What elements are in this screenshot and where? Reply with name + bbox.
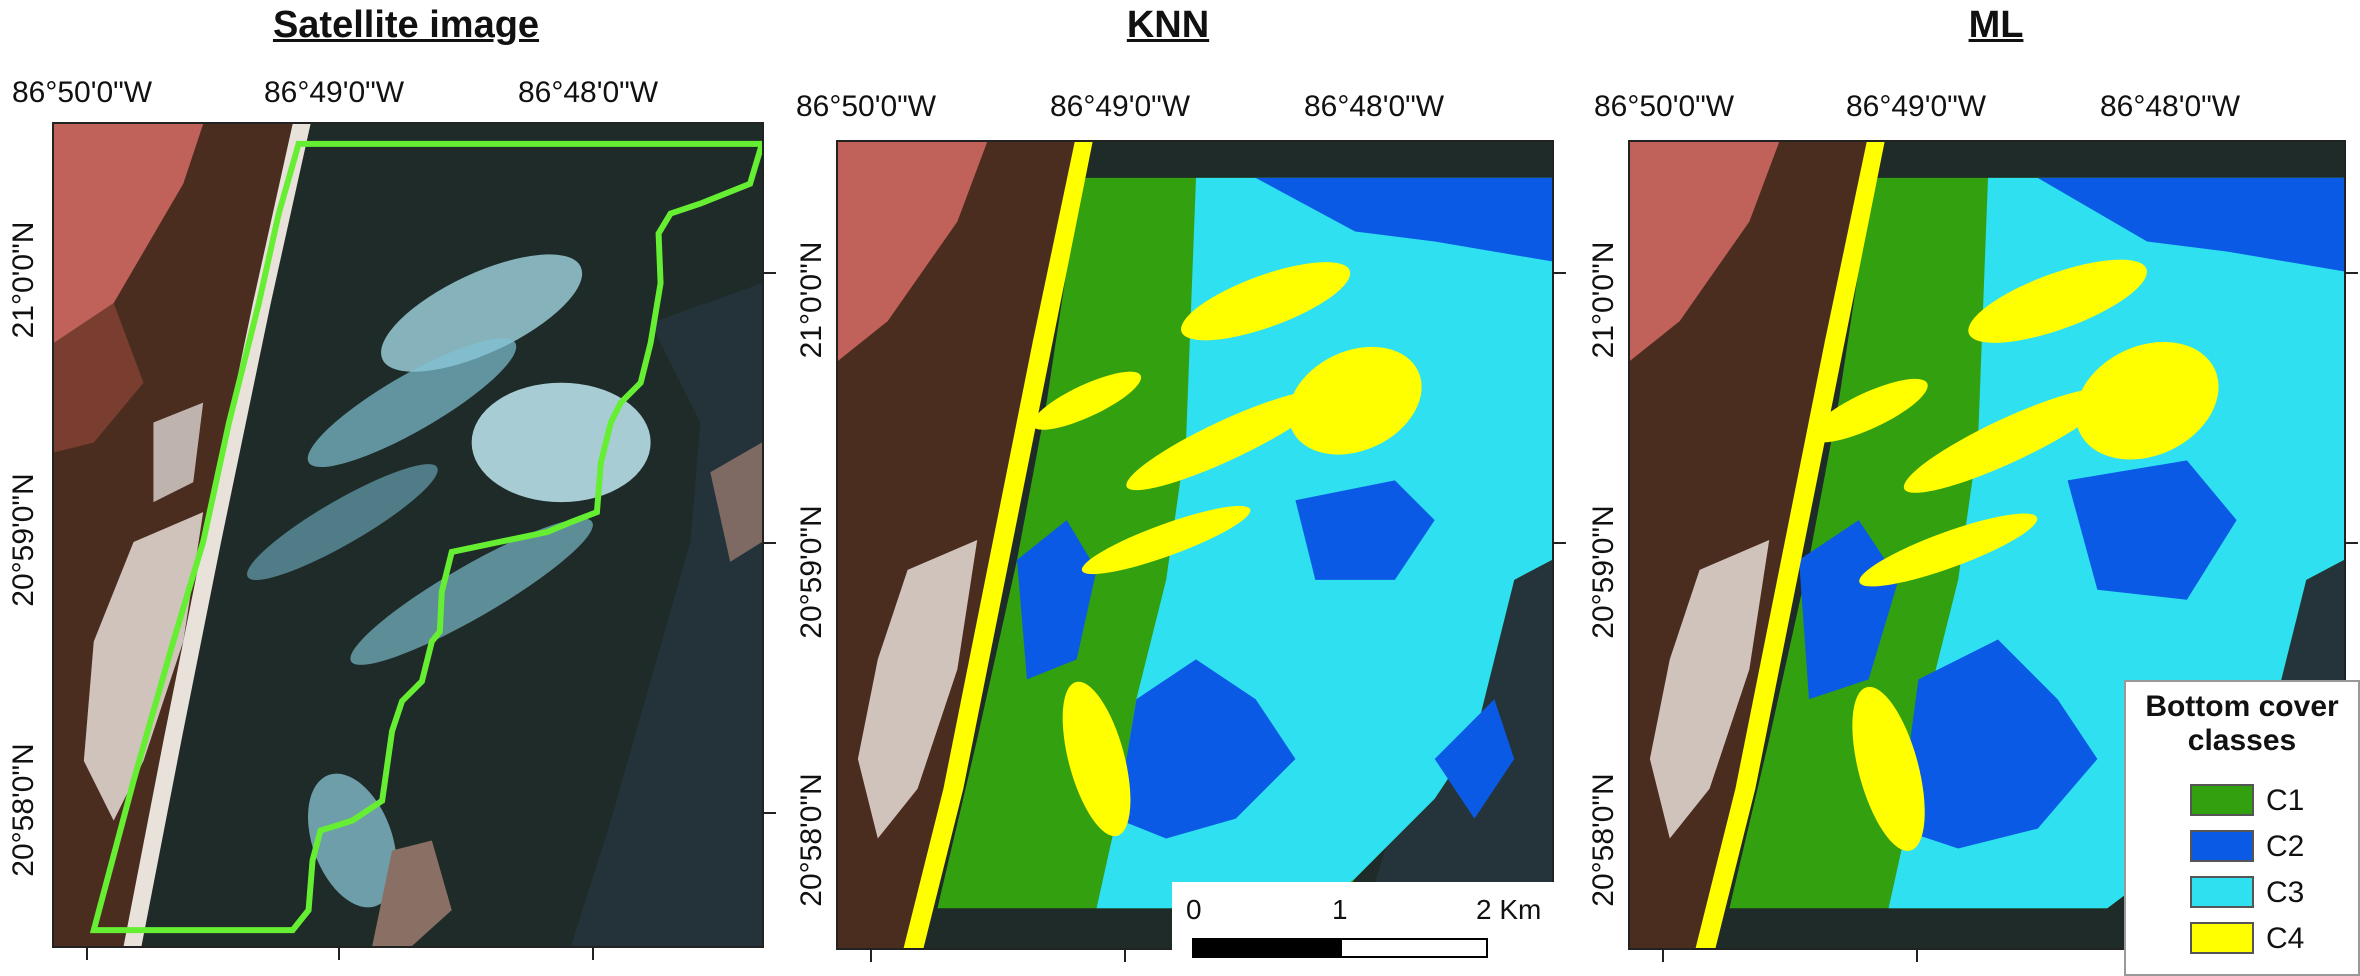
knn-classification <box>838 142 1552 948</box>
tick-mark <box>764 272 776 274</box>
scale-segment-black <box>1192 938 1340 958</box>
tick-mark <box>592 948 594 960</box>
lon-label: 86°48'0"W <box>518 76 659 109</box>
tick-mark <box>86 948 88 960</box>
scale-label-0: 0 <box>1186 894 1202 925</box>
knn-map <box>836 140 1554 950</box>
scale-segment-white <box>1340 938 1488 958</box>
scale-bar: 0 1 2 Km <box>1172 882 1556 976</box>
legend-item-c3: C3 <box>2190 874 2360 914</box>
lat-label: 21°0'0"N <box>795 241 828 359</box>
lat-label: 21°0'0"N <box>7 221 40 339</box>
lon-label: 86°50'0"W <box>796 90 937 123</box>
tick-mark <box>2346 272 2358 274</box>
legend-label: C3 <box>2266 876 2305 909</box>
tick-mark <box>1554 542 1566 544</box>
tick-mark <box>764 542 776 544</box>
tick-mark <box>1124 950 1126 962</box>
tick-mark <box>338 948 340 960</box>
lon-label: 86°49'0"W <box>264 76 405 109</box>
tick-mark <box>870 950 872 962</box>
tick-mark <box>764 812 776 814</box>
legend: Bottom cover classes C1 C2 C3 C4 <box>2124 680 2360 976</box>
legend-item-c4: C4 <box>2190 920 2360 960</box>
lat-label: 20°58'0"N <box>1587 773 1620 907</box>
panel-title-ml: ML <box>1968 4 2024 46</box>
panel-title-satellite: Satellite image <box>272 4 540 46</box>
lon-label: 86°48'0"W <box>2100 90 2241 123</box>
lat-label: 20°59'0"N <box>1587 505 1620 639</box>
lon-label: 86°50'0"W <box>1594 90 1735 123</box>
legend-label: C2 <box>2266 830 2305 863</box>
lon-label: 86°49'0"W <box>1050 90 1191 123</box>
legend-swatch <box>2190 922 2254 954</box>
scale-label-1: 1 <box>1332 894 1348 925</box>
lat-label: 21°0'0"N <box>1587 241 1620 359</box>
lat-label: 20°59'0"N <box>795 505 828 639</box>
legend-swatch <box>2190 830 2254 862</box>
legend-label: C4 <box>2266 922 2305 955</box>
scale-label-2: 2 Km <box>1476 894 1542 925</box>
lat-label: 20°58'0"N <box>795 773 828 907</box>
legend-item-c1: C1 <box>2190 782 2360 822</box>
tick-mark <box>1662 950 1664 962</box>
lon-label: 86°49'0"W <box>1846 90 1987 123</box>
legend-swatch <box>2190 784 2254 816</box>
legend-item-c2: C2 <box>2190 828 2360 868</box>
tick-mark <box>1554 272 1566 274</box>
tick-mark <box>1916 950 1918 962</box>
panel-title-knn: KNN <box>1126 4 1210 46</box>
legend-title: Bottom cover classes <box>2126 690 2358 758</box>
legend-label: C1 <box>2266 784 2305 817</box>
lat-label: 20°58'0"N <box>7 743 40 877</box>
tick-mark <box>2346 542 2358 544</box>
satellite-imagery <box>54 124 762 946</box>
legend-title-line2: classes <box>2187 724 2297 757</box>
study-area-outline <box>89 140 762 934</box>
lon-label: 86°50'0"W <box>12 76 153 109</box>
satellite-map <box>52 122 764 948</box>
legend-title-line1: Bottom cover <box>2145 690 2339 723</box>
lat-label: 20°59'0"N <box>7 473 40 607</box>
lon-label: 86°48'0"W <box>1304 90 1445 123</box>
legend-swatch <box>2190 876 2254 908</box>
